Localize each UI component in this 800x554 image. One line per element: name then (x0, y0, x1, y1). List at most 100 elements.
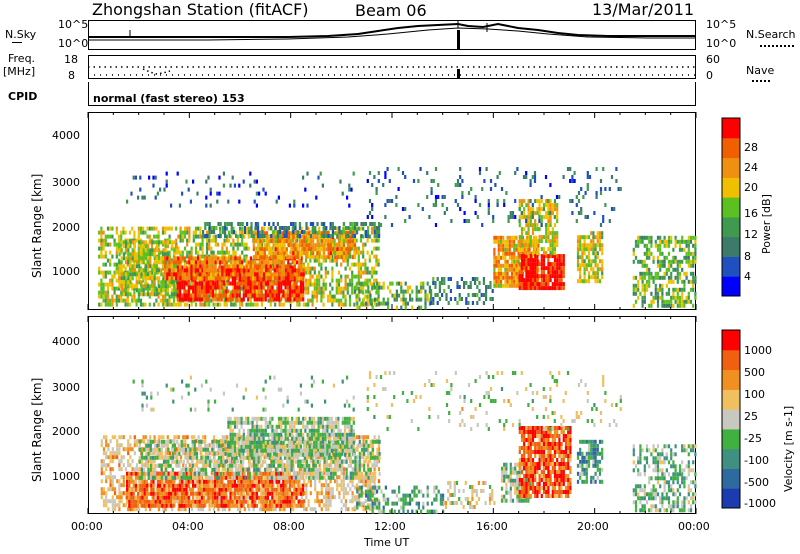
power-cell (595, 167, 598, 171)
power-cell (523, 254, 526, 259)
power-cell (157, 278, 160, 283)
power-cell (540, 207, 543, 212)
power-cell (527, 215, 530, 220)
power-cell (562, 175, 565, 179)
power-cell (643, 275, 646, 280)
power-cell (579, 267, 582, 272)
power-cell (309, 234, 312, 238)
power-cell (645, 235, 649, 240)
power-cell (265, 268, 268, 273)
power-cell (493, 259, 496, 264)
power-cell (299, 281, 303, 286)
power-cell (199, 234, 202, 239)
power-cell (287, 268, 290, 273)
power-cell (199, 246, 202, 251)
power-cell (558, 286, 561, 291)
power-cell (104, 262, 107, 267)
power-cell (474, 195, 477, 199)
power-cell (536, 282, 539, 287)
power-cell (138, 292, 141, 297)
power-cell (514, 215, 517, 219)
power-cell (295, 297, 298, 302)
power-cell (133, 252, 136, 257)
power-cell (513, 267, 516, 272)
power-cell (302, 289, 305, 294)
power-cell (282, 272, 285, 277)
power-cell (111, 226, 114, 231)
power-cell (259, 243, 262, 248)
power-cell (240, 297, 243, 302)
power-cell (220, 269, 223, 274)
power-cell (228, 234, 231, 238)
power-cell (560, 270, 563, 275)
power-cell (395, 195, 398, 199)
power-cell (340, 230, 343, 234)
power-cell (583, 271, 586, 276)
velocity-cell (111, 447, 114, 452)
power-cell (340, 274, 343, 279)
power-cell (104, 294, 107, 299)
power-cell (118, 264, 121, 269)
velocity-cell (111, 459, 114, 464)
power-cell (456, 285, 459, 289)
power-cell (338, 239, 341, 244)
power-cell (115, 270, 118, 275)
power-cell (404, 297, 407, 302)
velocity-cell (135, 439, 139, 444)
power-cell (495, 235, 498, 240)
power-cell (241, 286, 244, 291)
power-cell (287, 239, 291, 244)
power-cell (672, 279, 675, 284)
power-cell (190, 246, 193, 251)
power-cell (262, 281, 265, 286)
power-cell (335, 262, 338, 267)
power-cell (549, 247, 552, 252)
power-cell (173, 240, 176, 245)
power-cell (601, 235, 604, 240)
power-cell (353, 251, 357, 256)
power-cell (331, 243, 335, 248)
power-cell (694, 243, 697, 248)
power-cell (220, 297, 223, 302)
power-cell (645, 267, 649, 272)
power-cell (469, 281, 472, 285)
power-cell (170, 282, 173, 287)
power-cell (421, 207, 424, 211)
velocity-cell (221, 443, 224, 448)
power-cell (307, 231, 310, 236)
power-cell (205, 302, 209, 307)
power-cell (506, 243, 509, 248)
velocity-cell (206, 491, 209, 496)
power-cell (106, 258, 110, 263)
power-cell (493, 235, 496, 240)
power-cell (377, 246, 380, 251)
power-cell (459, 207, 462, 211)
power-cell (307, 247, 310, 252)
power-cell (267, 260, 270, 265)
power-cell (510, 239, 514, 244)
power-cell (538, 239, 541, 244)
power-cell (587, 255, 591, 260)
power-cell (520, 278, 524, 283)
power-cell (549, 231, 552, 236)
power-cell (351, 278, 354, 283)
power-cell (518, 239, 521, 244)
power-cell (259, 251, 262, 256)
power-cell (573, 171, 576, 175)
power-cell (188, 234, 191, 239)
power-cell (517, 283, 520, 288)
power-cell (511, 211, 515, 215)
power-cell (373, 175, 376, 179)
power-cell (104, 242, 107, 247)
power-cell (333, 238, 336, 243)
power-cell (216, 268, 219, 273)
power-cell (515, 263, 518, 268)
power-cell (256, 264, 259, 269)
power-cell (307, 262, 310, 267)
power-cell (309, 298, 312, 303)
power-cell (558, 278, 561, 283)
power-cell (348, 250, 352, 255)
power-cell (670, 235, 673, 240)
power-cell (236, 268, 239, 273)
power-cell (367, 226, 370, 230)
